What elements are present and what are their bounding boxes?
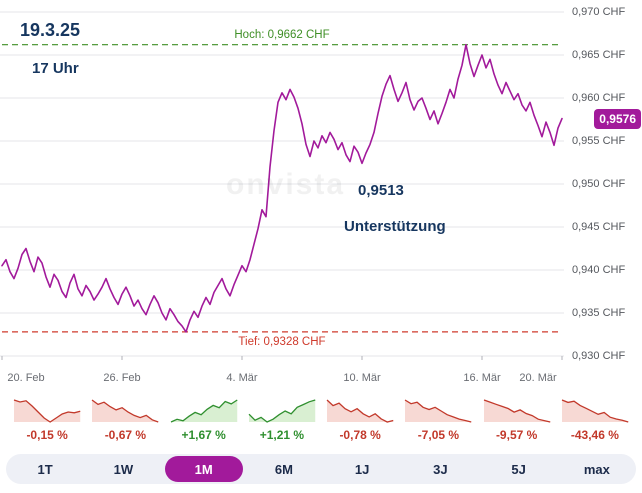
sparkline-1M[interactable]: +1,67 % [169, 398, 239, 442]
sparkline-chart [561, 399, 629, 423]
sparkline-change-pct: -43,46 % [570, 428, 619, 442]
x-axis-label: 20. Mär [519, 372, 557, 384]
support-text-annotation: Unterstützung [344, 218, 446, 235]
sparkline-chart [326, 399, 394, 423]
y-axis-label: 0,960 CHF [572, 92, 626, 104]
y-axis-label: 0,940 CHF [572, 264, 626, 276]
x-axis-label: 26. Feb [103, 372, 141, 384]
sparkline-change-pct: +1,67 % [181, 428, 226, 442]
low-line-label: Tief: 0,9328 CHF [238, 335, 326, 348]
y-axis-label: 0,935 CHF [572, 307, 626, 319]
sparkline-chart [170, 399, 238, 423]
sparkline-change-pct: -0,67 % [104, 428, 147, 442]
range-tab-max[interactable]: max [583, 461, 610, 477]
range-tab-3J[interactable]: 3J [433, 461, 448, 477]
sparkline-change-pct: -0,78 % [339, 428, 381, 442]
support-value-annotation: 0,9513 [358, 182, 404, 199]
x-axis: 20. Feb 26. Feb 4. Mär 10. Mär 16. Mär 20. Mä… [0, 370, 564, 386]
y-axis-label: 0,945 CHF [572, 221, 626, 233]
price-chart-panel: onvista 0,970 CHF 0,965 CHF 0,960 CHF 0,955… [0, 4, 642, 493]
y-axis-label: 0,955 CHF [572, 135, 626, 147]
sparkline-change-pct: -9,57 % [495, 428, 538, 442]
y-axis: 0,970 CHF 0,965 CHF 0,960 CHF 0,955 CHF 0,95… [572, 4, 642, 368]
sparkline-chart [13, 399, 81, 423]
x-axis-label: 16. Mär [463, 372, 501, 384]
sparkline-chart [404, 399, 472, 423]
y-axis-label: 0,950 CHF [572, 178, 626, 190]
x-axis-label: 4. Mär [226, 372, 258, 384]
y-axis-label: 0,970 CHF [572, 6, 626, 18]
range-tab-5J[interactable]: 5J [511, 461, 526, 477]
range-tabbar: 1T 1W 1M 6M 1J 3J 5J max [6, 454, 636, 484]
sparkline-1T[interactable]: -0,15 % [12, 398, 82, 442]
range-tab-1J[interactable]: 1J [354, 461, 370, 477]
sparkline-change-pct: +1,21 % [259, 428, 305, 442]
date-annotation: 19.3.25 [20, 20, 81, 40]
price-chart[interactable] [0, 4, 564, 362]
chart-area: onvista 0,970 CHF 0,965 CHF 0,960 CHF 0,955… [0, 4, 642, 368]
high-line-label: Hoch: 0,9662 CHF [234, 28, 330, 41]
sparkline-5J[interactable]: -9,57 % [482, 398, 552, 442]
sparkline-chart [248, 399, 316, 423]
sparkline-1J[interactable]: -0,78 % [325, 398, 395, 442]
range-tab-1T[interactable]: 1T [37, 461, 53, 477]
sparkline-change-pct: -0,15 % [26, 428, 68, 442]
sparkline-1W[interactable]: -0,67 % [90, 398, 160, 442]
range-tab-1W[interactable]: 1W [113, 461, 134, 477]
sparkline-chart [483, 399, 550, 423]
range-preview-row: -0,15 % -0,67 % +1,67 % +1,21 % -0,78 % -7,05… [0, 386, 642, 442]
sparkline-max[interactable]: -43,46 % [560, 398, 630, 442]
sparkline-change-pct: -7,05 % [417, 428, 460, 442]
range-tab-1M[interactable]: 1M [164, 456, 243, 482]
last-price-badge: 0,9576 [594, 108, 641, 129]
time-annotation: 17 Uhr [32, 60, 79, 77]
sparkline-3J[interactable]: -7,05 % [403, 398, 473, 442]
x-axis-label: 10. Mär [343, 372, 381, 384]
x-axis-label: 20. Feb [7, 372, 45, 384]
sparkline-6M[interactable]: +1,21 % [247, 398, 317, 442]
watermark: onvista [226, 168, 346, 201]
y-axis-label: 0,965 CHF [572, 49, 626, 61]
y-axis-label: 0,930 CHF [572, 350, 626, 362]
sparkline-chart [91, 399, 159, 423]
range-tab-6M[interactable]: 6M [274, 461, 293, 477]
